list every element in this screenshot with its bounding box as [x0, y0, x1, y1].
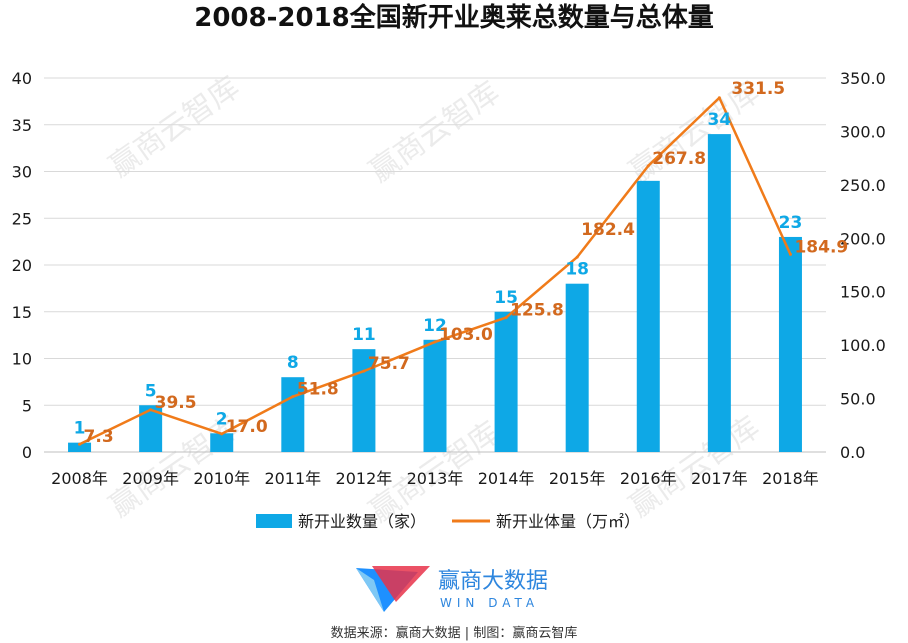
logo-mark-red	[372, 566, 430, 602]
y-left-tick-label: 0	[22, 443, 32, 462]
bar-value-label: 23	[779, 213, 803, 233]
line-point	[78, 442, 82, 446]
line-point	[362, 369, 366, 373]
chart-title: 2008-2018全国新开业奥莱总数量与总体量	[194, 2, 714, 33]
bar	[494, 311, 518, 452]
line-point	[788, 252, 792, 256]
y-left-tick-label: 30	[12, 163, 32, 182]
legend-bar-label: 新开业数量（家）	[298, 512, 426, 531]
x-tick-label: 2010年	[193, 469, 250, 488]
bar-value-label: 15	[494, 288, 518, 308]
line-point	[504, 316, 508, 320]
bar-value-label: 34	[708, 110, 732, 130]
bar-value-label: 2	[216, 409, 228, 429]
x-tick-label: 2009年	[122, 469, 179, 488]
line-series	[78, 96, 792, 446]
x-tick-label: 2018年	[762, 469, 819, 488]
line-value-label: 7.3	[84, 427, 114, 447]
y-right-tick-label: 350.0	[840, 69, 886, 88]
line-point	[433, 340, 437, 344]
line-value-label: 103.0	[439, 325, 493, 345]
bar-value-label: 18	[565, 260, 589, 280]
line-data-labels: 7.339.517.051.875.7103.0125.8182.4267.83…	[84, 79, 849, 447]
bar	[707, 134, 731, 452]
x-tick-label: 2017年	[691, 469, 748, 488]
bar	[565, 283, 589, 452]
line-point	[646, 164, 650, 168]
bar-value-label: 5	[145, 381, 157, 401]
x-tick-label: 2015年	[549, 469, 606, 488]
x-tick-label: 2012年	[336, 469, 393, 488]
bar	[210, 433, 234, 452]
line-value-label: 51.8	[297, 380, 339, 400]
bar-value-label: 11	[352, 325, 376, 345]
line-value-label: 182.4	[581, 220, 635, 240]
line-point	[220, 432, 224, 436]
legend: 新开业数量（家） 新开业体量（万㎡）	[256, 512, 640, 531]
legend-bar-swatch	[256, 514, 292, 528]
y-right-tick-label: 300.0	[840, 122, 886, 141]
y-axis-left: 0 5 10 15 20 25 30 35 40	[12, 69, 32, 462]
bar-value-label: 8	[287, 353, 299, 373]
y-right-tick-label: 150.0	[840, 283, 886, 302]
line-value-label: 17.0	[226, 417, 268, 437]
win-data-logo: 赢商大数据 WIN DATA	[356, 566, 548, 612]
line-point	[149, 408, 153, 412]
line-value-label: 267.8	[652, 149, 706, 169]
y-left-tick-label: 35	[12, 116, 32, 135]
y-right-tick-label: 250.0	[840, 176, 886, 195]
bar-series	[68, 134, 802, 452]
bar	[423, 339, 447, 452]
bar	[352, 349, 376, 452]
line-point	[291, 395, 295, 399]
x-tick-label: 2011年	[264, 469, 321, 488]
x-tick-label: 2014年	[478, 469, 535, 488]
bar	[636, 180, 660, 452]
line-point	[575, 255, 579, 259]
bar	[68, 442, 92, 452]
watermark-text: 赢商云智库	[363, 75, 506, 190]
x-axis: 2008年 2009年 2010年 2011年 2012年 2013年 2014年 2015年…	[51, 469, 819, 488]
x-tick-label: 2008年	[51, 469, 108, 488]
bar-value-label: 12	[423, 316, 447, 336]
y-right-tick-label: 200.0	[840, 229, 886, 248]
line-point	[717, 96, 721, 100]
logo-text-en: WIN DATA	[440, 596, 539, 610]
logo-mark-light	[356, 568, 384, 612]
y-right-tick-label: 100.0	[840, 336, 886, 355]
x-tick-label: 2013年	[407, 469, 464, 488]
y-axis-right: 0.0 50.0 100.0 150.0 200.0 250.0 300.0 350.0	[840, 69, 886, 462]
y-left-tick-label: 40	[12, 69, 32, 88]
line-value-label: 39.5	[155, 393, 197, 413]
line-value-label: 125.8	[510, 301, 564, 321]
y-left-tick-label: 15	[12, 303, 32, 322]
legend-line-label: 新开业体量（万㎡）	[496, 512, 640, 531]
bar-value-label: 1	[74, 419, 86, 439]
y-left-tick-label: 25	[12, 209, 32, 228]
y-left-tick-label: 10	[12, 350, 32, 369]
bar	[778, 236, 802, 452]
data-source-note: 数据来源：赢商大数据 | 制图：赢商云智库	[331, 625, 578, 641]
line-value-label: 331.5	[731, 79, 785, 99]
line-value-label: 184.9	[794, 237, 848, 257]
bar	[139, 405, 163, 452]
line-value-label: 75.7	[368, 354, 410, 374]
y-right-tick-label: 50.0	[840, 390, 876, 409]
y-left-tick-label: 5	[22, 396, 32, 415]
watermark-text: 赢商云智库	[103, 70, 246, 185]
y-right-tick-label: 0.0	[840, 443, 865, 462]
y-left-tick-label: 20	[12, 256, 32, 275]
x-tick-label: 2016年	[620, 469, 677, 488]
logo-text-cn: 赢商大数据	[438, 569, 548, 594]
